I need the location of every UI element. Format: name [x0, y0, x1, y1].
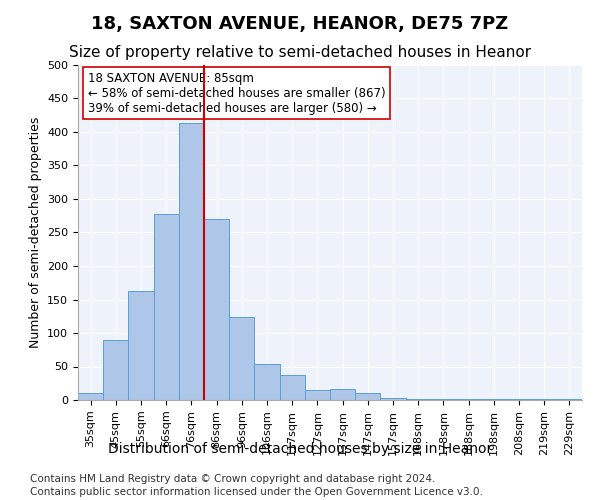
- Text: Contains public sector information licensed under the Open Government Licence v3: Contains public sector information licen…: [30, 487, 483, 497]
- Text: Size of property relative to semi-detached houses in Heanor: Size of property relative to semi-detach…: [69, 45, 531, 60]
- Text: Contains HM Land Registry data © Crown copyright and database right 2024.: Contains HM Land Registry data © Crown c…: [30, 474, 436, 484]
- Y-axis label: Number of semi-detached properties: Number of semi-detached properties: [29, 117, 41, 348]
- Text: Distribution of semi-detached houses by size in Heanor: Distribution of semi-detached houses by …: [108, 442, 492, 456]
- Bar: [128, 291, 154, 400]
- Bar: [78, 394, 103, 400]
- Bar: [254, 364, 280, 400]
- Bar: [355, 394, 380, 400]
- Bar: [380, 398, 406, 400]
- Bar: [204, 219, 229, 400]
- Bar: [305, 390, 330, 400]
- Bar: [330, 388, 355, 400]
- Text: 18, SAXTON AVENUE, HEANOR, DE75 7PZ: 18, SAXTON AVENUE, HEANOR, DE75 7PZ: [91, 15, 509, 33]
- Bar: [103, 340, 128, 400]
- Bar: [179, 124, 204, 400]
- Bar: [154, 214, 179, 400]
- Bar: [280, 375, 305, 400]
- Bar: [229, 317, 254, 400]
- Text: 18 SAXTON AVENUE: 85sqm
← 58% of semi-detached houses are smaller (867)
39% of s: 18 SAXTON AVENUE: 85sqm ← 58% of semi-de…: [88, 72, 386, 114]
